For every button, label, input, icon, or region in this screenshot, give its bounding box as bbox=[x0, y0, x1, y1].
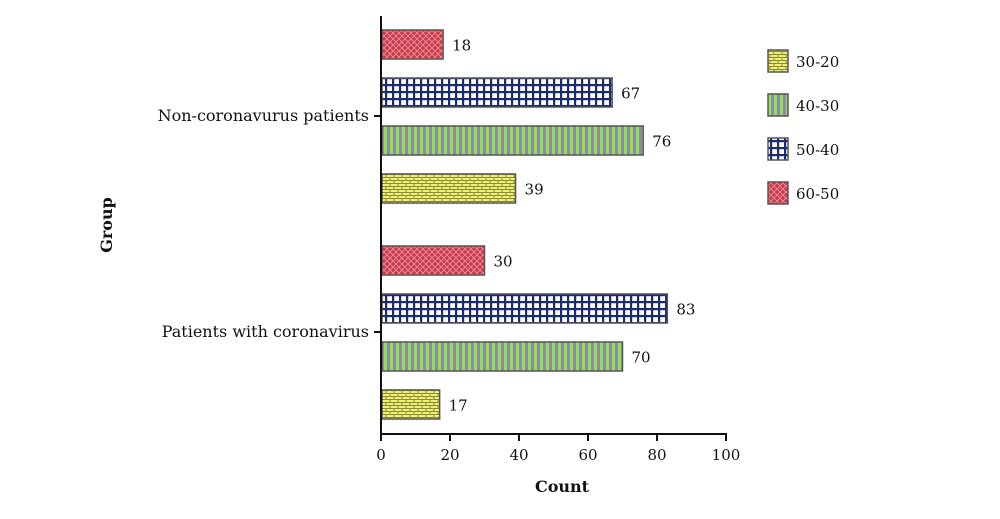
legend: 30-20 40-30 50-40 60-50 bbox=[767, 49, 839, 205]
legend-swatch-50-40 bbox=[767, 137, 789, 161]
bar-non-coronavurus-patients-40-30 bbox=[381, 125, 644, 156]
bar-patients-with-coronavirus-50-40 bbox=[381, 293, 669, 324]
bar-patients-with-coronavirus-60-50 bbox=[381, 245, 486, 276]
bar-non-coronavurus-patients-60-50 bbox=[381, 29, 444, 60]
x-tick-label: 60 bbox=[578, 446, 597, 464]
category-ticks: Non-coronavurus patients Patients with co… bbox=[158, 106, 381, 341]
data-label-non-coronavurus-patients-50-40: 67 bbox=[621, 85, 640, 103]
x-tick-label: 80 bbox=[647, 446, 666, 464]
x-tick-label: 100 bbox=[712, 446, 741, 464]
legend-swatch-30-20 bbox=[767, 49, 789, 73]
axes: 0 20 40 60 80 100 Non-coronavurus patients Pat… bbox=[158, 16, 740, 464]
data-label-patients-with-coronavirus-40-30: 70 bbox=[632, 349, 651, 367]
x-tick-label: 40 bbox=[509, 446, 528, 464]
bars bbox=[381, 29, 669, 420]
data-labels: 39 76 67 18 17 70 83 30 bbox=[449, 37, 696, 415]
bar-non-coronavurus-patients-30-20 bbox=[381, 173, 517, 204]
data-label-non-coronavurus-patients-40-30: 76 bbox=[652, 133, 671, 151]
data-label-patients-with-coronavirus-30-20: 17 bbox=[449, 397, 468, 415]
y-axis-title: Group bbox=[97, 197, 116, 253]
data-label-non-coronavurus-patients-60-50: 18 bbox=[452, 37, 471, 55]
legend-label-30-20: 30-20 bbox=[796, 53, 839, 71]
bar-patients-with-coronavirus-30-20 bbox=[381, 389, 441, 420]
x-ticks: 0 20 40 60 80 100 bbox=[376, 434, 740, 464]
x-tick-label: 0 bbox=[376, 446, 386, 464]
data-label-non-coronavurus-patients-30-20: 39 bbox=[525, 181, 544, 199]
bar-patients-with-coronavirus-40-30 bbox=[381, 341, 624, 372]
x-tick-label: 20 bbox=[440, 446, 459, 464]
x-axis-title: Count bbox=[535, 477, 590, 496]
legend-label-50-40: 50-40 bbox=[796, 141, 839, 159]
data-label-patients-with-coronavirus-50-40: 83 bbox=[676, 301, 695, 319]
category-label-non-coronavurus-patients: Non-coronavurus patients bbox=[158, 106, 369, 125]
legend-swatch-60-50 bbox=[767, 181, 789, 205]
bar-non-coronavurus-patients-50-40 bbox=[381, 77, 613, 108]
category-label-patients-with-coronavirus: Patients with coronavirus bbox=[162, 322, 369, 341]
legend-label-60-50: 60-50 bbox=[796, 185, 839, 203]
legend-label-40-30: 40-30 bbox=[796, 97, 839, 115]
legend-swatch-40-30 bbox=[767, 93, 789, 117]
data-label-patients-with-coronavirus-60-50: 30 bbox=[494, 253, 513, 271]
